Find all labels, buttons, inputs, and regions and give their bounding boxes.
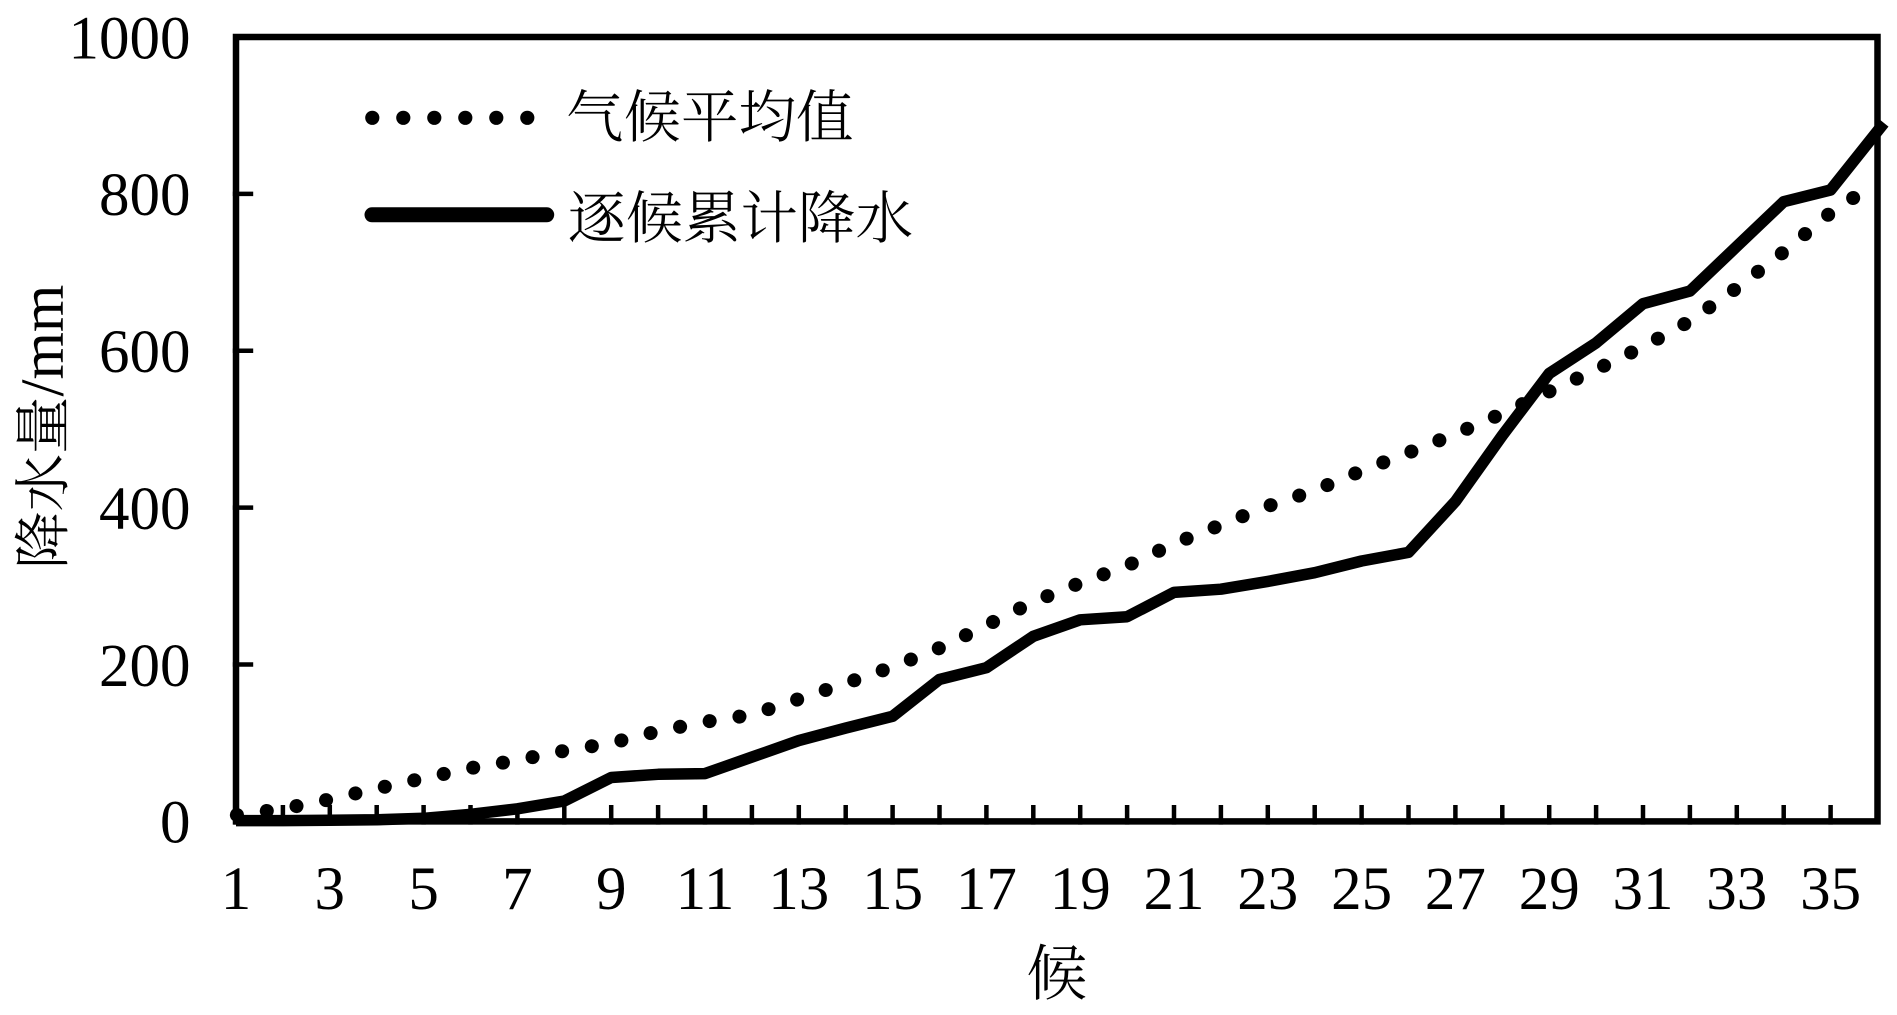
svg-text:400: 400 — [99, 476, 191, 543]
svg-text:7: 7 — [502, 856, 533, 923]
svg-text:200: 200 — [99, 633, 191, 700]
svg-text:9: 9 — [596, 856, 627, 923]
svg-text:600: 600 — [99, 319, 191, 386]
svg-text:33: 33 — [1706, 856, 1767, 923]
svg-text:23: 23 — [1237, 856, 1298, 923]
svg-text:27: 27 — [1425, 856, 1486, 923]
svg-text:25: 25 — [1331, 856, 1392, 923]
svg-text:21: 21 — [1144, 856, 1205, 923]
svg-text:3: 3 — [315, 856, 346, 923]
svg-text:31: 31 — [1613, 856, 1674, 923]
svg-text:19: 19 — [1050, 856, 1111, 923]
svg-text:0: 0 — [160, 790, 191, 857]
svg-text:17: 17 — [956, 856, 1017, 923]
svg-text:15: 15 — [862, 856, 923, 923]
svg-text:5: 5 — [408, 856, 439, 923]
svg-text:35: 35 — [1800, 856, 1861, 923]
svg-text:1: 1 — [221, 856, 252, 923]
svg-text:11: 11 — [676, 856, 735, 923]
svg-text:800: 800 — [99, 162, 191, 229]
svg-text:29: 29 — [1519, 856, 1580, 923]
svg-text:1000: 1000 — [69, 5, 191, 72]
svg-text:13: 13 — [768, 856, 829, 923]
svg-text:/mm: /mm — [10, 285, 77, 397]
